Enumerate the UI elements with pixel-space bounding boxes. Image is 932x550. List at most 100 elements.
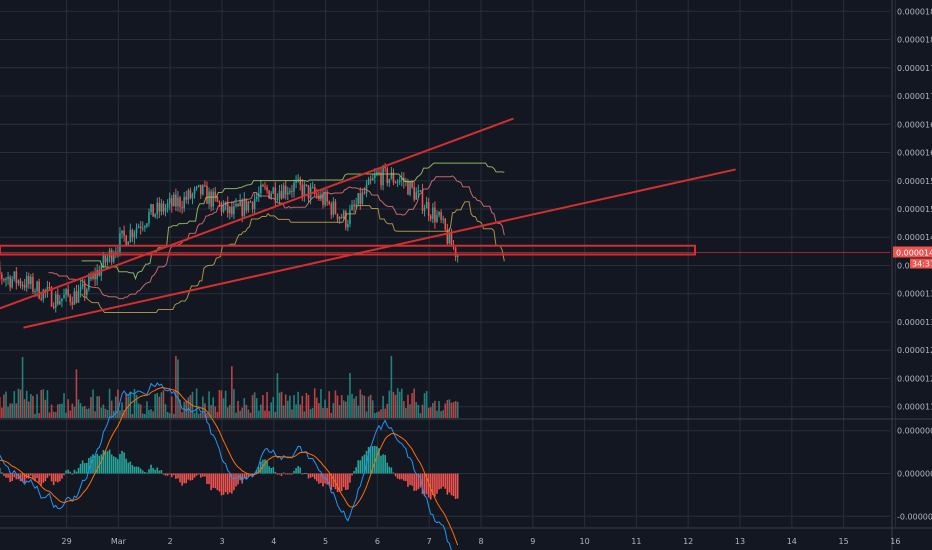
macd-histogram-bar bbox=[1, 472, 3, 474]
macd-histogram-bar bbox=[270, 468, 273, 474]
macd-histogram-bar bbox=[191, 473, 194, 480]
volume-bar bbox=[23, 399, 26, 418]
macd-histogram-bar bbox=[81, 460, 84, 474]
volume-bar bbox=[251, 394, 254, 418]
macd-line bbox=[0, 382, 452, 550]
candle-body bbox=[50, 287, 53, 307]
macd-histogram-bar bbox=[378, 448, 380, 474]
support-band[interactable] bbox=[0, 244, 696, 256]
macd-histogram-bar bbox=[361, 456, 364, 474]
candle-body bbox=[106, 257, 109, 263]
volume-bar bbox=[427, 407, 430, 418]
candle-body bbox=[21, 285, 24, 287]
volume-bar bbox=[199, 412, 202, 418]
volume-bar bbox=[345, 401, 347, 418]
volume-bar bbox=[148, 409, 150, 418]
candle-body bbox=[160, 203, 163, 212]
macd-histogram-bar bbox=[276, 473, 279, 475]
macd-histogram-bar bbox=[46, 473, 49, 478]
macd-histogram-bar bbox=[208, 473, 210, 485]
volume-bar bbox=[25, 390, 28, 418]
volume-bar bbox=[19, 389, 22, 418]
macd-histogram-bar bbox=[139, 468, 142, 474]
candle-body bbox=[208, 191, 210, 204]
macd-histogram-bar bbox=[94, 455, 96, 474]
volume-bar bbox=[374, 413, 376, 418]
macd-histogram-bar bbox=[415, 473, 418, 491]
volume-bar bbox=[50, 404, 53, 418]
volume-bar bbox=[423, 393, 426, 418]
macd-histogram-bar bbox=[121, 450, 123, 474]
candle-body bbox=[423, 208, 426, 211]
volume-bar bbox=[326, 407, 328, 418]
macd-histogram-bar bbox=[141, 470, 144, 474]
volume-bar bbox=[13, 391, 16, 418]
macd-histogram-bar bbox=[446, 473, 449, 495]
volume-bar bbox=[104, 408, 107, 418]
time-tick-label: 9 bbox=[530, 537, 535, 546]
candle-body bbox=[231, 206, 233, 215]
macd-histogram-bar bbox=[429, 473, 432, 500]
candle-body bbox=[324, 193, 326, 205]
volume-bar bbox=[208, 391, 210, 418]
candle-body bbox=[218, 201, 221, 203]
candle-body bbox=[135, 227, 138, 234]
macd-histogram-bar bbox=[278, 473, 281, 475]
candle-body bbox=[357, 193, 360, 205]
trendline[interactable] bbox=[23, 168, 736, 329]
volume-bar bbox=[239, 410, 241, 418]
macd-histogram-bar bbox=[434, 473, 436, 497]
trendline[interactable] bbox=[0, 117, 514, 322]
candle-body bbox=[34, 291, 36, 293]
macd-histogram-bar bbox=[247, 473, 250, 477]
macd-histogram-bar bbox=[392, 472, 395, 474]
candle-body bbox=[311, 187, 314, 189]
volume-bar bbox=[189, 395, 192, 418]
candle-body bbox=[56, 294, 59, 305]
macd-histogram-bar bbox=[144, 471, 146, 474]
volume-bar bbox=[214, 406, 217, 418]
macd-histogram-bar bbox=[206, 473, 208, 485]
candle-body bbox=[133, 233, 136, 238]
candle-body bbox=[313, 187, 316, 194]
macd-histogram-bar bbox=[0, 468, 1, 474]
volume-bar bbox=[141, 413, 144, 418]
macd-panel bbox=[0, 382, 459, 550]
candle-body bbox=[96, 270, 98, 280]
volume-bar bbox=[59, 403, 61, 418]
candle-body bbox=[1, 274, 3, 279]
volume-bar bbox=[96, 396, 98, 418]
candle-body bbox=[239, 200, 241, 207]
volume-bar bbox=[233, 389, 235, 418]
volume-bar bbox=[324, 399, 326, 418]
candle-body bbox=[289, 190, 291, 193]
volume-bar bbox=[448, 399, 451, 418]
volume-bar bbox=[195, 388, 198, 418]
candle-body bbox=[148, 212, 150, 224]
volume-bar bbox=[382, 395, 384, 418]
volume-bar bbox=[293, 395, 295, 418]
macd-histogram-bar bbox=[36, 473, 38, 479]
macd-histogram-bar bbox=[83, 463, 86, 474]
volume-bar bbox=[44, 399, 47, 418]
macd-histogram-bar bbox=[88, 458, 90, 474]
volume-bar bbox=[454, 401, 457, 418]
volume-bar bbox=[102, 404, 105, 418]
macd-histogram-bar bbox=[264, 459, 266, 474]
macd-histogram-bar bbox=[419, 473, 422, 488]
macd-histogram-bar bbox=[456, 473, 459, 499]
trendlines bbox=[0, 117, 736, 329]
volume-bar bbox=[320, 389, 322, 418]
candle-body bbox=[144, 226, 146, 228]
volume-bar bbox=[284, 394, 287, 418]
candle-body bbox=[407, 180, 409, 195]
macd-histogram-bar bbox=[9, 473, 11, 482]
macd-histogram-bar bbox=[216, 473, 219, 491]
macd-histogram-bar bbox=[243, 473, 246, 479]
volume-bar bbox=[133, 389, 136, 418]
candle-body bbox=[349, 210, 351, 224]
volume-bar bbox=[175, 356, 177, 418]
macd-histogram-bar bbox=[380, 455, 382, 474]
candle-body bbox=[421, 190, 424, 211]
